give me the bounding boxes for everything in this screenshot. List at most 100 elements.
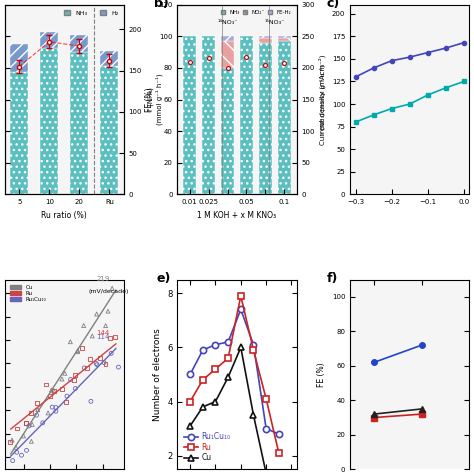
Y-axis label: FE (%): FE (%) <box>145 87 154 112</box>
Text: 219: 219 <box>96 276 109 282</box>
Point <box>89 332 96 340</box>
Point <box>9 457 17 465</box>
Point <box>13 425 21 432</box>
Cu <box>276 471 282 474</box>
Point <box>78 344 86 352</box>
Ru <box>213 366 219 372</box>
Point <box>102 360 109 367</box>
Point <box>23 447 30 454</box>
Text: (mV/decade): (mV/decade) <box>88 289 128 294</box>
Point <box>27 438 35 445</box>
Ru <box>200 377 206 383</box>
Ru₁Cu₁₀ <box>213 342 219 347</box>
Text: 144: 144 <box>96 329 109 336</box>
Y-axis label: FE (%): FE (%) <box>317 362 326 387</box>
Point <box>72 385 79 392</box>
Ru₁Cu₁₀ <box>238 307 244 312</box>
Point <box>86 355 94 363</box>
Point <box>224 64 231 72</box>
Point <box>115 363 122 371</box>
Bar <box>221 41 234 68</box>
Ru <box>276 450 282 456</box>
Point <box>66 338 74 346</box>
Point <box>8 437 16 444</box>
Cu <box>251 412 256 418</box>
Bar <box>202 36 215 194</box>
Point <box>22 419 29 427</box>
Legend: NH₃, NO₂⁻, FE-H₂: NH₃, NO₂⁻, FE-H₂ <box>219 8 294 17</box>
Point <box>67 376 74 383</box>
Ru <box>251 347 256 353</box>
Point <box>58 386 66 393</box>
Point <box>96 354 104 361</box>
Point <box>92 360 100 367</box>
Bar <box>278 41 291 194</box>
Point <box>22 419 30 427</box>
Cu <box>225 374 231 380</box>
Point <box>80 322 88 329</box>
Bar <box>278 38 291 41</box>
Point <box>243 53 250 60</box>
Bar <box>40 32 58 48</box>
Bar <box>10 72 28 194</box>
Point <box>63 398 70 406</box>
Text: ¹⁵NO₃⁻: ¹⁵NO₃⁻ <box>265 20 285 25</box>
Point <box>39 419 46 427</box>
Y-axis label: r (NH₃) (mmol g⁻¹ h⁻¹): r (NH₃) (mmol g⁻¹ h⁻¹) <box>320 65 327 134</box>
Point <box>74 347 82 355</box>
Point <box>205 55 212 62</box>
Point <box>63 392 71 400</box>
Ru₁Cu₁₀ <box>263 426 269 431</box>
Point <box>107 334 114 341</box>
Cu <box>238 345 244 350</box>
Point <box>100 359 108 366</box>
Legend: Cu, Ru, Ru₁Cu₁₀: Cu, Ru, Ru₁Cu₁₀ <box>8 283 48 304</box>
X-axis label: Ru ratio (%): Ru ratio (%) <box>41 211 87 220</box>
Bar <box>259 38 272 43</box>
Point <box>262 61 269 69</box>
Point <box>46 392 54 400</box>
Y-axis label: Number of electrons: Number of electrons <box>153 328 162 421</box>
Point <box>81 364 88 372</box>
Bar <box>221 36 234 41</box>
Point <box>12 444 20 451</box>
Ru₁Cu₁₀ <box>225 339 231 345</box>
Point <box>33 399 41 407</box>
Text: c): c) <box>326 0 339 10</box>
Point <box>186 58 193 65</box>
Ru₁Cu₁₀ <box>200 347 206 353</box>
Line: Cu: Cu <box>187 344 282 474</box>
Point <box>52 408 60 415</box>
Point <box>20 432 27 440</box>
Cu <box>200 404 206 410</box>
Ru₁Cu₁₀ <box>187 372 193 377</box>
Cu <box>213 399 219 404</box>
Line: Ru: Ru <box>187 293 282 456</box>
Point <box>27 409 35 417</box>
Bar <box>221 68 234 194</box>
Line: Ru₁Cu₁₀: Ru₁Cu₁₀ <box>187 306 282 437</box>
Cu <box>187 423 193 429</box>
Point <box>111 333 119 341</box>
Point <box>74 348 82 356</box>
Text: b): b) <box>154 0 168 10</box>
Bar <box>240 36 253 194</box>
Point <box>102 322 109 329</box>
Point <box>50 387 57 394</box>
Bar <box>183 36 196 194</box>
Ru <box>263 396 269 401</box>
Bar <box>278 36 291 38</box>
Point <box>108 349 115 357</box>
Point <box>87 398 95 405</box>
Point <box>50 387 57 394</box>
Point <box>33 411 40 419</box>
Ru <box>187 399 193 404</box>
Point <box>72 371 79 378</box>
Ru₁Cu₁₀ <box>251 342 256 347</box>
Point <box>44 409 52 417</box>
Bar <box>259 43 272 194</box>
Point <box>281 59 288 67</box>
Point <box>34 406 42 413</box>
Point <box>18 451 25 459</box>
Point <box>52 404 60 411</box>
